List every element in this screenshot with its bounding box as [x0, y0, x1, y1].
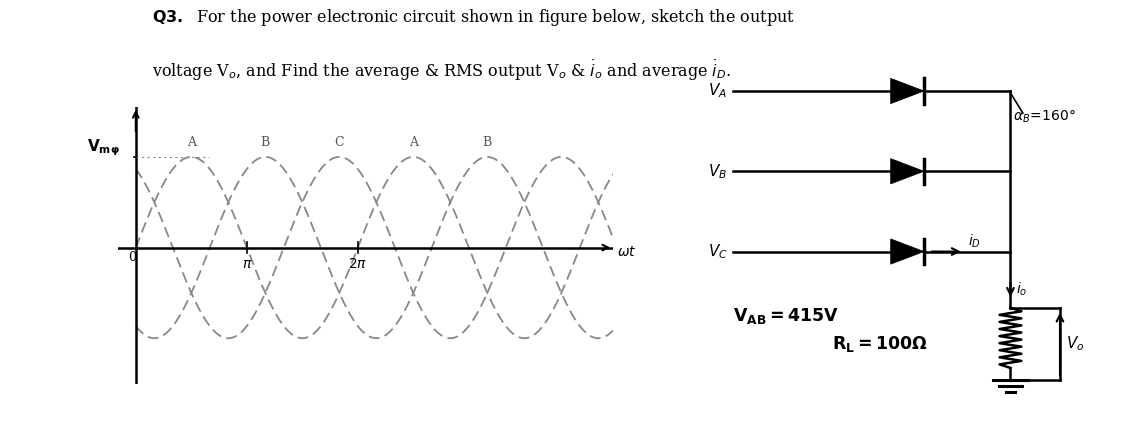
Text: $\alpha_B\!=\!160°$: $\alpha_B\!=\!160°$ [1012, 109, 1076, 125]
Text: $\mathbf{V_{m\varphi}}$: $\mathbf{V_{m\varphi}}$ [87, 137, 120, 158]
Text: B: B [261, 136, 270, 149]
Text: $\omega t$: $\omega t$ [616, 245, 636, 259]
Text: $V_o$: $V_o$ [1065, 334, 1084, 353]
Text: C: C [334, 136, 344, 149]
Text: $V_C$: $V_C$ [708, 242, 728, 261]
Text: A: A [187, 136, 196, 149]
Text: $2\pi$: $2\pi$ [348, 256, 368, 271]
Polygon shape [891, 239, 924, 264]
Text: $\mathbf{R_L = 100\Omega}$: $\mathbf{R_L = 100\Omega}$ [832, 334, 928, 354]
Text: $\mathbf{V_{AB} = 415V}$: $\mathbf{V_{AB} = 415V}$ [734, 306, 839, 326]
Text: $i_o$: $i_o$ [1016, 281, 1028, 298]
Text: $V_B$: $V_B$ [709, 162, 728, 181]
Text: 0: 0 [128, 251, 136, 264]
Polygon shape [891, 159, 924, 184]
Polygon shape [891, 78, 924, 103]
Text: B: B [483, 136, 492, 149]
Text: $\pi$: $\pi$ [242, 256, 252, 271]
Text: $i_D$: $i_D$ [969, 233, 981, 250]
Text: $\mathbf{Q3.}$  For the power electronic circuit shown in figure below, sketch t: $\mathbf{Q3.}$ For the power electronic … [152, 7, 795, 28]
Text: A: A [408, 136, 417, 149]
Text: voltage V$_o$, and Find the average & RMS output V$_o$ & $\dot{i}_o$ and average: voltage V$_o$, and Find the average & RM… [152, 58, 731, 83]
Text: $V_A$: $V_A$ [709, 82, 728, 100]
